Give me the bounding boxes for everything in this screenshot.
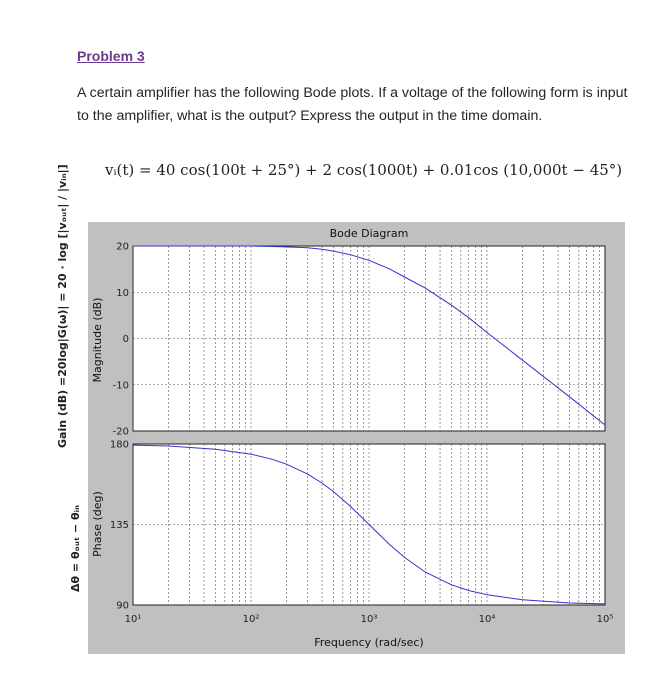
magnitude-grid (133, 246, 605, 431)
input-voltage-equation: vᵢ(t) = 40 cos(100t + 25°) + 2 cos(1000t… (105, 161, 623, 179)
frequency-x-ticks: 10¹ 10² 10³ 10⁴ 10⁵ (125, 614, 614, 625)
frequency-xtick-label: 10⁵ (597, 614, 614, 625)
magnitude-ytick-label: 0 (123, 334, 129, 345)
magnitude-ytick-label: -10 (113, 380, 129, 391)
phase-ylabel: Phase (deg) (91, 491, 104, 557)
frequency-xtick-label: 10³ (361, 614, 378, 625)
magnitude-plot: 20 10 0 -10 -20 Magnitude (dB) (91, 242, 606, 438)
problem-title: Problem 3 (77, 48, 145, 64)
magnitude-ytick-label: 10 (116, 288, 129, 299)
gain-axis-annotation: Gain (dB) =20log|G(ω)| = 20 · log [|vₒᵤₜ… (56, 164, 69, 448)
phase-y-ticks: 180 135 90 (110, 440, 129, 612)
magnitude-ytick-label: 20 (116, 242, 129, 253)
bode-title: Bode Diagram (330, 227, 409, 240)
phase-curve (132, 444, 606, 605)
phase-axis-annotation: Δθ = θₒᵤₜ − θᵢₙ (69, 504, 82, 592)
magnitude-ylabel: Magnitude (dB) (91, 298, 104, 383)
magnitude-y-ticks: 20 10 0 -10 -20 (113, 242, 129, 438)
bode-diagram-figure: Bode Diagram 20 10 0 -10 -20 Magnitude (dB) … (88, 222, 625, 654)
problem-statement: A certain amplifier has the following Bo… (77, 85, 628, 124)
phase-ytick-label: 180 (110, 440, 129, 451)
phase-grid (133, 444, 605, 605)
magnitude-curve (133, 245, 606, 426)
frequency-xtick-label: 10¹ (125, 614, 142, 625)
phase-ytick-label: 90 (116, 601, 129, 612)
frequency-xtick-label: 10⁴ (479, 614, 496, 625)
frequency-xlabel: Frequency (rad/sec) (314, 636, 423, 649)
phase-plot: 180 135 90 Phase (deg) (91, 440, 606, 612)
frequency-xtick-label: 10² (243, 614, 260, 625)
phase-ytick-label: 135 (110, 520, 129, 531)
magnitude-ytick-label: -20 (113, 427, 129, 438)
